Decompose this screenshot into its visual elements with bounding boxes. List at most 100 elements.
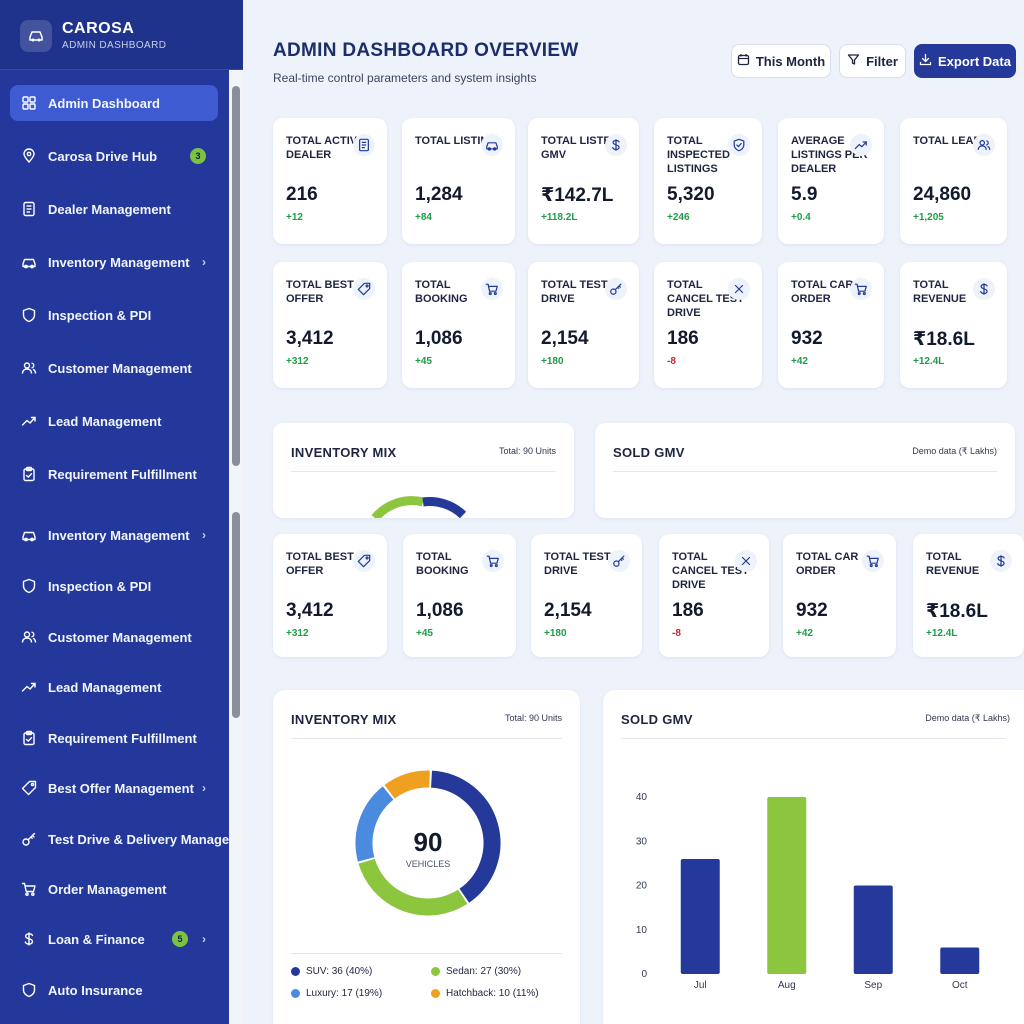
y-tick-label: 20 (636, 881, 648, 892)
stat-card-total-listing: TOTAL LISTING 1,284 +84 (402, 118, 515, 244)
sidebar-item-requirement-fulfillment[interactable]: Requirement Fulfillment (10, 720, 218, 756)
sidebar-item-admin-dashboard[interactable]: Admin Dashboard (10, 85, 218, 121)
cart-icon (482, 550, 504, 572)
sidebar-item-lead-management[interactable]: Lead Management (10, 403, 218, 439)
car-icon (481, 134, 503, 156)
sidebar-item-test-drive-delivery-management[interactable]: Test Drive & Delivery Management (10, 821, 243, 857)
sidebar-item-label: Inspection & PDI (48, 578, 152, 594)
legend-swatch (431, 967, 440, 976)
stat-label: TOTAL INSPECTED LISTINGS (667, 135, 730, 175)
tag-icon (353, 278, 375, 300)
stat-delta: +45 (416, 628, 433, 639)
stat-value: 932 (796, 600, 828, 621)
stat-value: 3,412 (286, 328, 334, 349)
export-data-button[interactable]: Export Data (914, 44, 1016, 78)
close-icon (728, 278, 750, 300)
x-tick-label: Oct (952, 980, 968, 991)
sidebar-item-order-management[interactable]: Order Management (10, 871, 218, 907)
stat-value: 5.9 (791, 184, 818, 205)
sidebar-item-label: Customer Management (48, 360, 192, 376)
sidebar-item-loan-finance[interactable]: Loan & Finance 5 › (10, 921, 218, 957)
sidebar-scrollbar[interactable] (229, 70, 243, 1024)
close-icon (735, 550, 757, 572)
stat-value: 1,086 (416, 600, 464, 621)
sold-gmv-panel-preview: SOLD GMV Demo data (₹ Lakhs) (595, 423, 1015, 518)
count-badge: 5 (172, 931, 188, 947)
shield-icon (20, 981, 38, 999)
legend-label: Luxury: 17 (19%) (306, 988, 383, 999)
sidebar-item-label: Inventory Management (48, 254, 190, 270)
stat-card-total-inspected-listings: TOTAL INSPECTED LISTINGS 5,320 +246 (654, 118, 762, 244)
period-button[interactable]: This Month (731, 44, 831, 78)
sidebar-item-inspection-pdi[interactable]: Inspection & PDI (10, 568, 218, 604)
stat-value: 216 (286, 184, 318, 205)
stat-card-total-best-offer: TOTAL BEST OFFER 3,412 +312 (273, 262, 387, 388)
stat-value: 1,284 (415, 184, 463, 205)
sidebar-item-inventory-management[interactable]: Inventory Management › (10, 517, 218, 553)
legend-item-luxury: Luxury: 17 (19%) (291, 988, 382, 999)
sidebar-item-customer-management[interactable]: Customer Management (10, 350, 218, 386)
sidebar-item-label: Lead Management (48, 679, 162, 695)
stat-delta: +312 (286, 628, 309, 639)
stat-value: 186 (672, 600, 704, 621)
stat-delta: +180 (544, 628, 567, 639)
chevron-right-icon: › (202, 781, 206, 795)
sidebar-item-auto-insurance[interactable]: Auto Insurance (10, 972, 218, 1008)
filter-button[interactable]: Filter (839, 44, 906, 78)
legend-swatch (291, 989, 300, 998)
chevron-right-icon: › (202, 528, 206, 542)
clipboard-icon (20, 465, 38, 483)
shield-check-icon (728, 134, 750, 156)
calendar-icon (737, 53, 750, 69)
grid-icon (20, 94, 38, 112)
car-icon (20, 253, 38, 271)
stat-label: TOTAL BOOKING (415, 279, 468, 305)
sidebar: CAROSA ADMIN DASHBOARD Admin Dashboard Ca… (0, 0, 243, 1024)
key-icon (608, 550, 630, 572)
stat-label: TOTAL REVENUE (913, 279, 967, 305)
stat-label: TOTAL LISTING (415, 135, 497, 147)
legend-item-sedan: Sedan: 27 (30%) (431, 966, 521, 977)
y-tick-label: 0 (641, 969, 647, 980)
scrollbar-thumb-lower[interactable] (232, 512, 240, 718)
car-icon (20, 526, 38, 544)
inventory-mix-note: Total: 90 Units (498, 446, 556, 456)
clipboard-icon (20, 729, 38, 747)
filter-icon (847, 53, 860, 69)
shield-icon (20, 577, 38, 595)
sidebar-item-inventory-management[interactable]: Inventory Management › (10, 244, 218, 280)
sidebar-item-lead-management[interactable]: Lead Management (10, 669, 218, 705)
filter-button-label: Filter (866, 53, 898, 69)
sidebar-item-label: Auto Insurance (48, 982, 143, 998)
sidebar-item-inspection-pdi[interactable]: Inspection & PDI (10, 297, 218, 333)
page-subtitle: Real-time control parameters and system … (273, 71, 537, 85)
legend-label: Sedan: 27 (30%) (446, 966, 522, 977)
stat-card-total-active-dealer: TOTAL ACTIVE DEALER 216 +12 (273, 118, 387, 244)
stat-card-total-revenue: TOTAL REVENUE ₹18.6L +12.4L (900, 262, 1007, 388)
key-icon (20, 830, 38, 848)
bar-aug (767, 797, 807, 974)
key-icon (605, 278, 627, 300)
sidebar-nav: Admin Dashboard Carosa Drive Hub 3 Dealer M… (0, 0, 243, 1024)
stat-card-average-listings-per-dealer: AVERAGE LISTINGS PER DEALER 5.9 +0.4 (778, 118, 884, 244)
trend-icon (850, 134, 872, 156)
legend-swatch (431, 989, 440, 998)
sidebar-item-best-offer-management[interactable]: Best Offer Management › (10, 770, 218, 806)
stat-label: TOTAL BEST OFFER (286, 551, 354, 577)
stat-value: 24,860 (913, 184, 972, 205)
stat-delta: +1,205 (913, 212, 944, 223)
sidebar-item-customer-management[interactable]: Customer Management (10, 619, 218, 655)
sidebar-item-label: Test Drive & Delivery Management (48, 831, 243, 847)
divider (291, 738, 562, 739)
stat-delta: +45 (415, 356, 432, 367)
sidebar-item-requirement-fulfillment[interactable]: Requirement Fulfillment (10, 456, 218, 492)
stat-label: TOTAL CANCEL TEST DRIVE (672, 551, 749, 591)
stat-label: TOTAL LEADS (913, 135, 989, 147)
sidebar-item-dealer-management[interactable]: Dealer Management (10, 191, 218, 227)
stat-value: ₹18.6L (926, 601, 988, 622)
sidebar-item-carosa-drive-hub[interactable]: Carosa Drive Hub 3 (10, 138, 218, 174)
stat-value: ₹142.7L (541, 185, 614, 206)
brand-header: CAROSA ADMIN DASHBOARD (0, 0, 243, 70)
scrollbar-thumb-upper[interactable] (232, 86, 240, 466)
inventory-mix-donut-chart: 90 VEHICLES (355, 770, 501, 916)
